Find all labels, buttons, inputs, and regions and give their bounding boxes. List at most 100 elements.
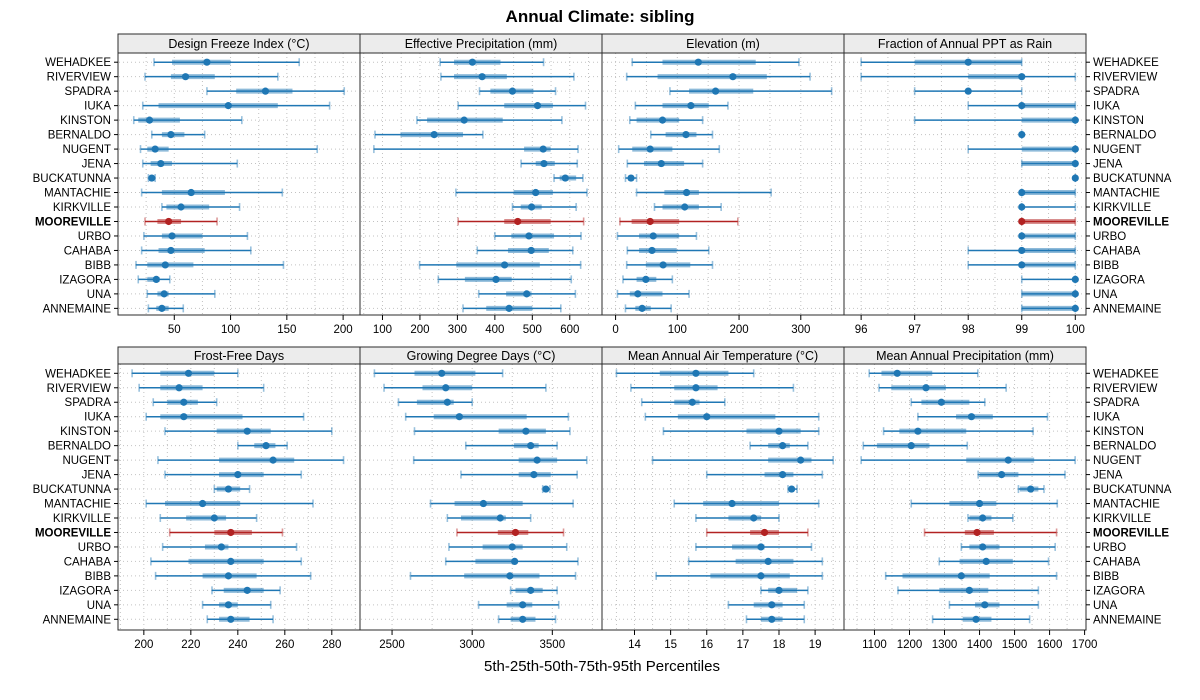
row-kirkville	[695, 514, 780, 522]
station-label-left: NUGENT	[62, 144, 111, 156]
median-dot	[646, 217, 654, 226]
panel-design-freeze-index-c: Design Freeze Index (°C) 50 100 150 200	[114, 33, 361, 336]
median-dot	[158, 304, 166, 312]
row-urbo	[448, 542, 568, 551]
median-dot	[227, 528, 235, 537]
station-label-left: SPADRA	[65, 397, 112, 409]
median-dot	[1018, 131, 1026, 139]
station-label-right: NUGENT	[1093, 144, 1142, 156]
station-label-right: WEHADKEE	[1093, 57, 1159, 69]
station-label-left: WEHADKEE	[45, 57, 111, 69]
x-tick-label: 200	[410, 324, 429, 336]
median-dot	[527, 246, 535, 255]
median-dot	[496, 514, 504, 522]
median-dot	[540, 159, 548, 168]
row-cahaba	[626, 246, 710, 255]
row-jena	[460, 470, 578, 479]
median-dot	[492, 275, 500, 283]
median-dot	[514, 217, 522, 226]
row-izagora	[437, 275, 573, 284]
row-riverview	[625, 72, 811, 81]
median-dot	[657, 159, 665, 168]
row-annemaine	[206, 615, 274, 624]
x-tick-label: 500	[523, 324, 542, 336]
row-buckatunna	[787, 485, 798, 494]
row-annemaine	[462, 304, 562, 313]
row-annemaine	[147, 304, 185, 313]
station-label-left: URBO	[78, 231, 111, 243]
row-iuka	[967, 101, 1077, 110]
median-dot	[468, 58, 476, 66]
row-kirkville	[967, 514, 1014, 522]
median-dot	[627, 174, 635, 182]
row-izagora	[760, 586, 809, 595]
station-label-left: RIVERVIEW	[47, 383, 111, 395]
median-dot	[1071, 290, 1079, 298]
station-label-left: KINSTON	[60, 426, 111, 438]
median-dot	[965, 586, 973, 594]
panel-title: Mean Annual Air Temperature (°C)	[628, 349, 818, 363]
row-nugent	[157, 456, 345, 465]
median-dot	[184, 369, 193, 377]
station-label-right: UNA	[1093, 289, 1118, 301]
median-dot	[479, 499, 488, 508]
row-jena	[977, 470, 1066, 479]
median-dot	[152, 275, 160, 283]
station-label-right: CAHABA	[1093, 245, 1141, 257]
row-una	[616, 289, 690, 298]
panel-frost-free-days: Frost-Free Days 200 220 240 260 280	[114, 346, 361, 651]
median-dot	[478, 73, 486, 81]
median-dot	[527, 442, 535, 450]
station-labels-row-0: WEHADKEE WEHADKEE RIVERVIEW RIVERVIEW SPADRA…	[33, 57, 1172, 315]
station-label-right: IZAGORA	[1093, 274, 1145, 286]
row-iuka	[644, 412, 820, 421]
row-spadra	[206, 87, 346, 96]
median-dot	[778, 470, 787, 479]
station-label-left: IZAGORA	[59, 274, 111, 286]
row-mooreville	[144, 217, 218, 226]
median-dot	[981, 601, 989, 609]
row-annemaine	[1020, 304, 1079, 313]
station-label-right: BIBB	[1093, 260, 1120, 272]
row-bernaldo	[749, 441, 809, 450]
row-mooreville	[456, 528, 565, 537]
percentiles-caption: 5th-25th-50th-75th-95th Percentiles	[484, 658, 720, 675]
row-jena	[164, 470, 303, 479]
median-dot	[443, 398, 451, 406]
median-dot	[261, 87, 270, 95]
median-dot	[269, 456, 277, 464]
panel-x-axis: 0 100 200 300	[612, 315, 810, 336]
row-iuka	[145, 412, 305, 421]
row-annemaine	[624, 304, 672, 313]
panel-elevation-m: Elevation (m) 0 100 200 300	[601, 33, 845, 336]
row-riverview	[878, 383, 1007, 392]
row-iuka	[457, 101, 587, 110]
row-annemaine	[745, 615, 806, 624]
station-label-right: MOOREVILLE	[1093, 216, 1169, 228]
row-bibb	[409, 571, 577, 580]
row-izagora	[897, 586, 1040, 595]
row-urbo	[161, 542, 298, 551]
panel-mean-annual-air-temperature-c: Mean Annual Air Temperature (°C) 14 15 16 17…	[601, 346, 845, 651]
row-una	[201, 600, 272, 609]
row-kinston	[628, 116, 704, 125]
median-dot	[508, 543, 516, 551]
row-kinston	[913, 116, 1079, 125]
median-dot	[506, 572, 514, 580]
row-kinston	[662, 427, 820, 436]
row-nugent	[651, 456, 834, 465]
row-kinston	[416, 116, 563, 125]
row-buckatunna	[541, 485, 551, 494]
station-label-left: BUCKATUNNA	[33, 484, 112, 496]
median-dot	[180, 413, 188, 421]
x-tick-label: 1200	[897, 639, 923, 651]
median-dot	[1071, 304, 1079, 312]
median-dot	[542, 485, 550, 493]
x-tick-label: 97	[908, 324, 921, 336]
row-nugent	[860, 456, 1076, 465]
median-dot	[1018, 203, 1026, 211]
row-riverview	[860, 72, 1077, 81]
median-dot	[430, 131, 438, 139]
median-dot	[638, 304, 646, 312]
